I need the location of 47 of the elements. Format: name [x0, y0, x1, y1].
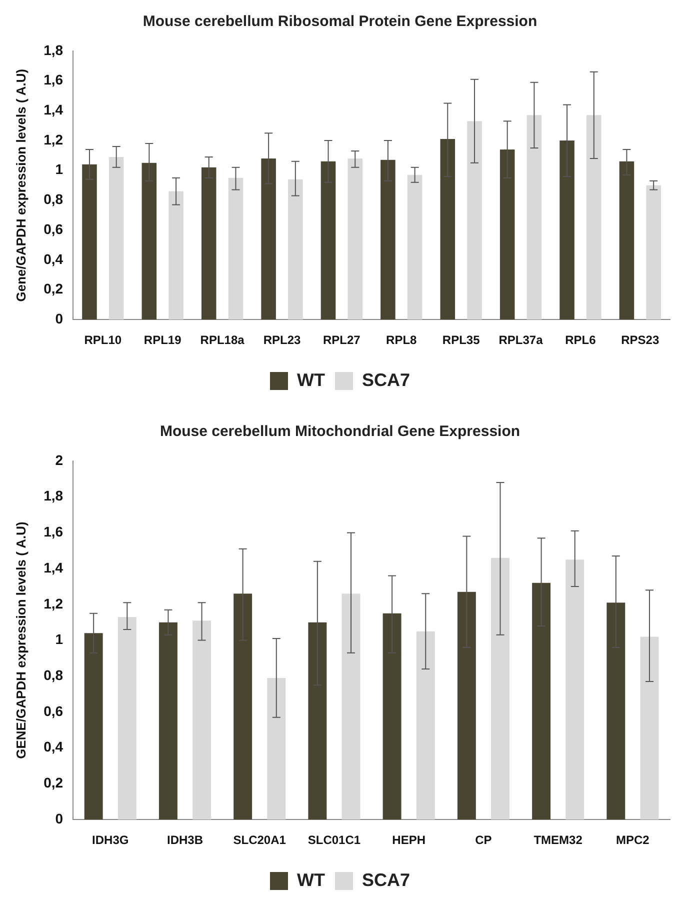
y-tick-label: 1,4: [44, 102, 64, 118]
y-tick-label: 1,8: [44, 42, 64, 58]
x-tick-label: RPL23: [263, 333, 301, 348]
legend-label: SCA7: [362, 870, 410, 890]
y-tick-label: 0,2: [44, 280, 64, 297]
y-tick-label: 0,8: [44, 667, 64, 684]
y-tick-label: 1,8: [44, 488, 64, 504]
x-tick-label: RPL18a: [200, 333, 245, 348]
chart-title: Mouse cerebellum Mitochondrial Gene Expression: [160, 423, 520, 440]
y-tick-label: 1,6: [44, 72, 64, 88]
y-tick-label: 0: [55, 810, 64, 826]
y-axis-title: Gene/GAPDH expression levels ( A.U): [13, 68, 28, 302]
y-tick-label: 1,2: [44, 131, 64, 148]
legend-label: WT: [297, 370, 325, 390]
x-tick-label: RPL6: [565, 333, 596, 348]
y-tick-label: 1: [55, 631, 64, 648]
x-tick-label: CP: [475, 833, 492, 848]
y-tick-label: 0,6: [44, 702, 64, 719]
y-tick-label: 0,4: [44, 738, 64, 755]
legend-label: WT: [297, 870, 325, 890]
y-axis-title: GENE/GAPDH expression levels ( A.U): [13, 522, 28, 759]
y-tick-label: 0,8: [44, 191, 64, 208]
y-tick-label: 1: [55, 161, 64, 178]
x-tick-label: RPS23: [621, 333, 660, 348]
x-tick-label: RPL35: [442, 333, 480, 348]
x-tick-label: IDH3B: [166, 833, 204, 848]
x-tick-label: RPL19: [144, 333, 182, 348]
x-tick-label: RPL37a: [498, 333, 544, 348]
y-tick-label: 0,6: [44, 220, 64, 237]
x-tick-label: RPL10: [84, 333, 122, 348]
x-tick-label: TMEM32: [534, 833, 583, 848]
x-tick-label: SLC20A1: [233, 833, 286, 848]
x-tick-label: HEPH: [392, 833, 426, 848]
y-tick-label: 0: [55, 310, 64, 326]
y-tick-label: 1,2: [44, 595, 64, 612]
x-tick-label: RPL27: [323, 333, 361, 348]
x-tick-label: SLC01C1: [308, 833, 361, 848]
chart-title: Mouse cerebellum Ribosomal Protein Gene Expression: [142, 13, 538, 30]
y-tick-label: 0,4: [44, 250, 64, 267]
legend-label: SCA7: [362, 370, 410, 390]
y-tick-label: 2: [55, 452, 64, 468]
x-tick-label: MPC2: [616, 833, 650, 848]
y-tick-label: 1,4: [44, 559, 64, 576]
x-tick-label: IDH3G: [92, 833, 129, 848]
y-tick-label: 0,2: [44, 774, 64, 791]
y-tick-label: 1,6: [44, 524, 64, 540]
x-tick-label: RPL8: [386, 333, 418, 348]
